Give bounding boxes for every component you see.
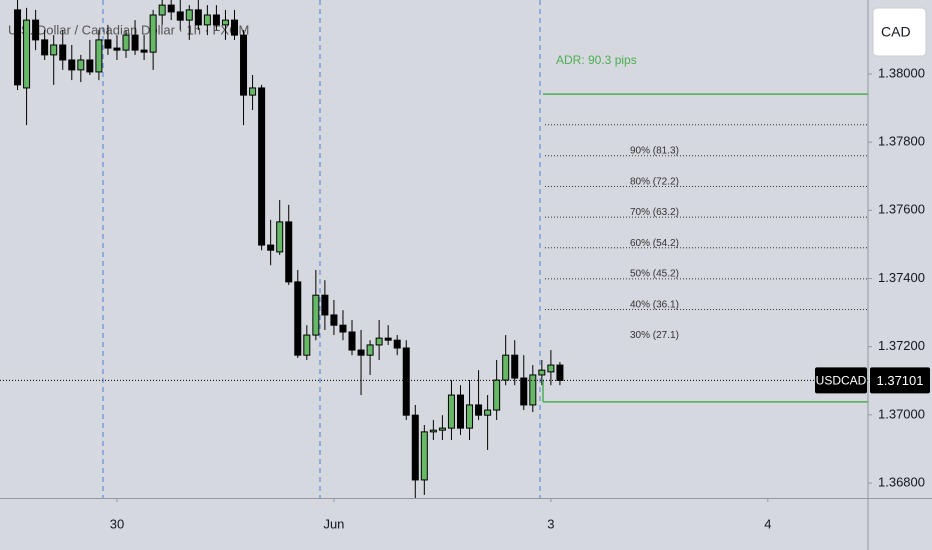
candle-body (59, 44, 67, 61)
candle-body (167, 4, 175, 13)
y-tick-label: 1.37000 (878, 406, 925, 421)
symbol-tag-label: USDCAD (816, 374, 867, 388)
candle-body (249, 87, 257, 96)
candle-body (104, 39, 112, 49)
candle-body (212, 14, 220, 26)
y-tick-label: 1.37800 (878, 134, 925, 149)
candle-body (538, 369, 546, 376)
candle-body (77, 59, 85, 71)
candle-body (466, 404, 474, 429)
candle-body (140, 49, 148, 53)
candle-body (68, 59, 76, 71)
candle-body (384, 337, 392, 341)
candle-body (276, 221, 284, 253)
candle-body (321, 294, 329, 316)
currency-label: CAD (881, 24, 911, 40)
candle-body (484, 409, 492, 416)
candle-body (41, 39, 49, 56)
adr-level-label: 40% (36.1) (630, 299, 679, 310)
candle-body (86, 59, 94, 73)
candle-body (375, 337, 383, 346)
candle-body (230, 19, 238, 36)
adr-level-label: 30% (27.1) (630, 330, 679, 341)
candle-body (511, 354, 519, 379)
candle-body (294, 281, 302, 356)
candle-body (348, 331, 356, 351)
x-tick-label: 30 (110, 516, 124, 531)
adr-level-label: 60% (54.2) (630, 238, 679, 249)
candle-body (23, 19, 31, 89)
candle-body (411, 414, 419, 481)
x-tick-label: 3 (547, 516, 554, 531)
candle-body (438, 427, 446, 431)
candle-body (50, 44, 58, 56)
candle-body (475, 404, 483, 416)
candle-body (520, 377, 528, 406)
price-tag-label: 1.37101 (877, 373, 924, 388)
candle-body (429, 429, 437, 433)
price-tag (870, 367, 930, 394)
candle-body (131, 34, 139, 51)
candle-body (339, 324, 347, 333)
y-tick-label: 1.37200 (878, 338, 925, 353)
candle-body (95, 39, 103, 73)
candle-body (194, 9, 202, 26)
candle-body (330, 314, 338, 326)
candle-body (240, 34, 248, 96)
candle-body (456, 394, 464, 429)
candle-body (447, 394, 455, 429)
adr-label: ADR: 90.3 pips (556, 53, 637, 67)
candle-body (267, 244, 275, 251)
candle-body (185, 9, 193, 21)
candle-body (122, 34, 130, 51)
symbol-tag (815, 367, 867, 394)
candle-body (258, 87, 266, 246)
y-tick-label: 1.37600 (878, 202, 925, 217)
adr-level-label: 90% (81.3) (630, 145, 679, 156)
candle-body (113, 47, 121, 51)
candle-body (357, 349, 365, 356)
candle-body (221, 19, 229, 26)
currency-button[interactable] (872, 7, 927, 57)
candle-body (312, 294, 320, 336)
y-tick-label: 1.37400 (878, 270, 925, 285)
x-tick-label: 4 (764, 516, 771, 531)
candle-body (556, 364, 564, 381)
adr-level-label: 50% (45.2) (630, 268, 679, 279)
candle-body (149, 14, 157, 53)
candle-body (203, 14, 211, 26)
candle-body (158, 4, 166, 16)
candle-body (493, 379, 501, 411)
candle-body (176, 11, 184, 21)
candle-body (529, 374, 537, 406)
y-tick-label: 1.36800 (878, 474, 925, 489)
candle-body (502, 354, 510, 381)
candle-body (547, 364, 555, 373)
candle-body (32, 19, 40, 41)
candle-body (402, 347, 410, 416)
candle-body (303, 334, 311, 356)
candle-body (393, 339, 401, 349)
candle-body (366, 344, 374, 356)
candle-body (14, 9, 22, 86)
plot-area: ADR: 90.3 pips 90% (81.3) 80% (72.2) 70% (6… (0, 0, 868, 498)
candle-body (420, 431, 428, 481)
y-tick-label: 1.38000 (878, 65, 925, 80)
axes: 1.38000 1.37800 1.37600 1.37400 1.37200 1.370… (110, 65, 925, 531)
x-tick-label: Jun (323, 516, 344, 531)
adr-level-label: 70% (63.2) (630, 207, 679, 218)
candle-body (285, 221, 293, 283)
adr-level-label: 80% (72.2) (630, 176, 679, 187)
